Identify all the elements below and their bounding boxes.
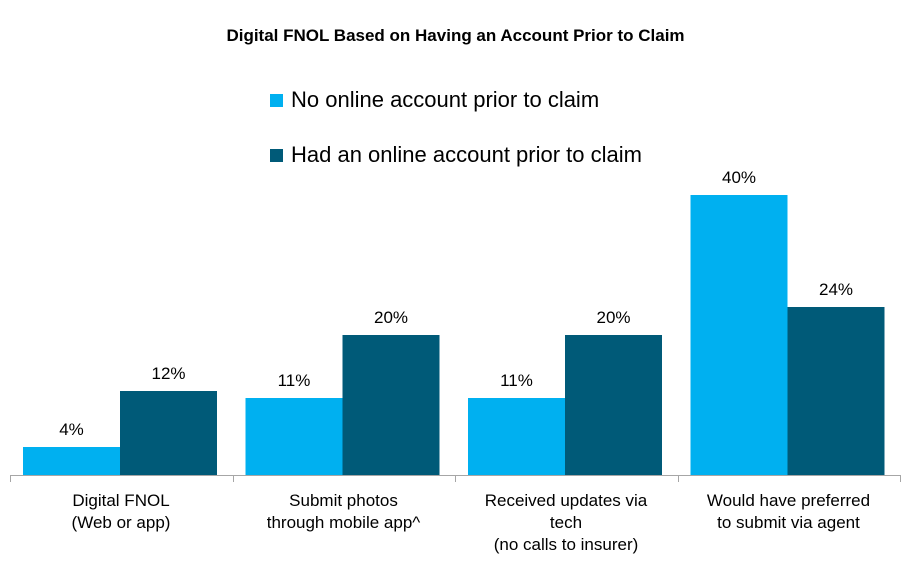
- data-label-series-1-category-0: 12%: [151, 364, 185, 383]
- bar-series-0-category-0: [23, 447, 120, 475]
- legend-swatch-had-account: [270, 148, 283, 162]
- legend-swatch-no-account: [270, 93, 283, 107]
- bar-series-0-category-3: [690, 195, 788, 475]
- chart-title: Digital FNOL Based on Having an Account …: [226, 26, 685, 45]
- data-label-series-1-category-3: 24%: [819, 280, 853, 299]
- legend-item-had-account: Had an online account prior to claim: [270, 140, 642, 170]
- bar-series-1-category-3: [787, 307, 885, 475]
- bar-series-0-category-2: [468, 398, 565, 475]
- data-label-series-1-category-1: 20%: [374, 308, 408, 327]
- data-label-series-0-category-1: 11%: [278, 371, 311, 390]
- data-label-series-1-category-2: 20%: [596, 308, 630, 327]
- category-label-2: Received updates via tech (no calls to i…: [484, 491, 648, 554]
- data-label-series-0-category-0: 4%: [59, 420, 84, 439]
- bar-series-0-category-1: [245, 398, 343, 475]
- bar-series-1-category-2: [565, 335, 662, 475]
- data-label-series-0-category-3: 40%: [722, 168, 756, 187]
- category-label-1: Submit photos through mobile app^: [266, 491, 421, 532]
- data-label-series-0-category-2: 11%: [500, 371, 533, 390]
- category-label-0: Digital FNOL (Web or app): [71, 491, 171, 532]
- bar-series-1-category-0: [120, 391, 217, 475]
- bar-series-1-category-1: [342, 335, 440, 475]
- legend-label-had-account: Had an online account prior to claim: [291, 142, 642, 167]
- legend-item-no-account: No online account prior to claim: [270, 85, 599, 115]
- category-label-3: Would have preferred to submit via agent: [706, 491, 871, 532]
- legend-label-no-account: No online account prior to claim: [291, 87, 600, 112]
